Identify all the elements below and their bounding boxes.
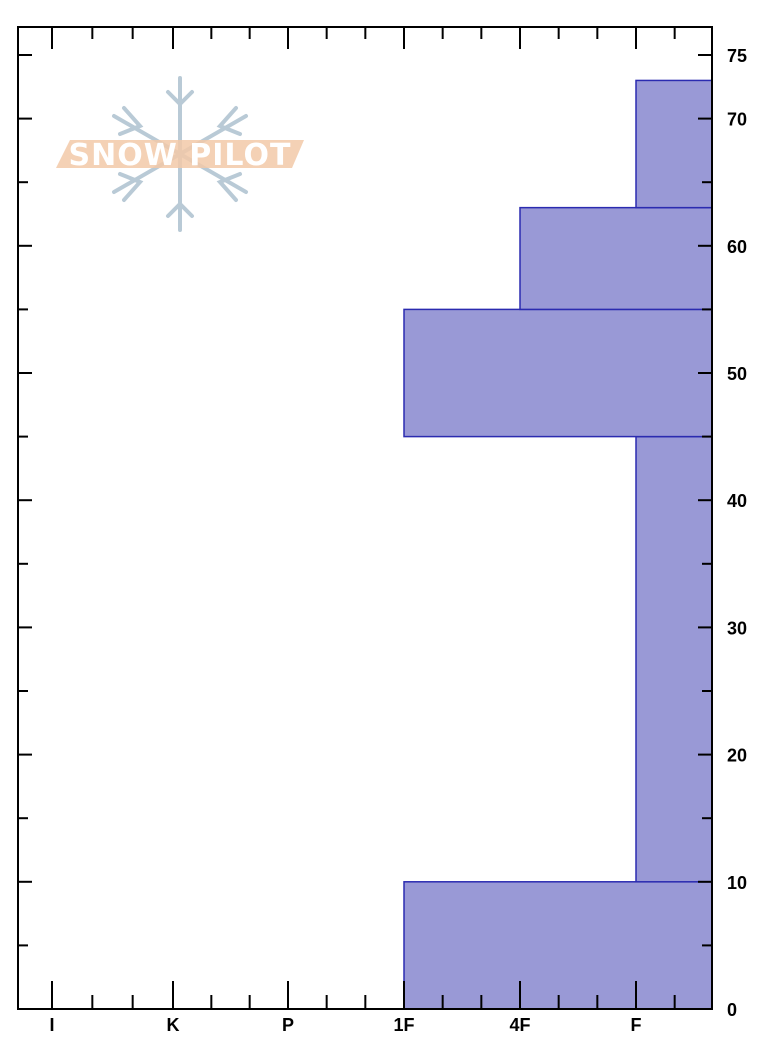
y-tick-label-30: 30 [727, 618, 747, 638]
y-tick-label-10: 10 [727, 873, 747, 893]
layer-bar-4 [635, 79, 713, 209]
x-tick-label-K: K [167, 1015, 180, 1035]
snowpilot-logo: SNOW PILOT [56, 76, 304, 232]
y-tick-label-70: 70 [727, 110, 747, 130]
layer-bar-2 [403, 308, 713, 438]
x-tick-label-1F: 1F [393, 1015, 414, 1035]
layer-bar-0 [403, 881, 713, 1010]
layer-bar-1 [635, 435, 713, 883]
x-tick-label-I: I [49, 1015, 54, 1035]
y-tick-label-0: 0 [727, 1000, 737, 1020]
y-tick-label-75: 75 [727, 46, 747, 66]
logo-text: SNOW PILOT [69, 138, 292, 173]
x-tick-label-F: F [631, 1015, 642, 1035]
layer-bar-3 [519, 206, 713, 311]
y-tick-label-60: 60 [727, 237, 747, 257]
x-tick-label-P: P [282, 1015, 294, 1035]
y-tick-label-50: 50 [727, 364, 747, 384]
y-tick-label-40: 40 [727, 491, 747, 511]
x-tick-label-4F: 4F [509, 1015, 530, 1035]
logo-band [56, 140, 304, 168]
y-tick-label-20: 20 [727, 746, 747, 766]
